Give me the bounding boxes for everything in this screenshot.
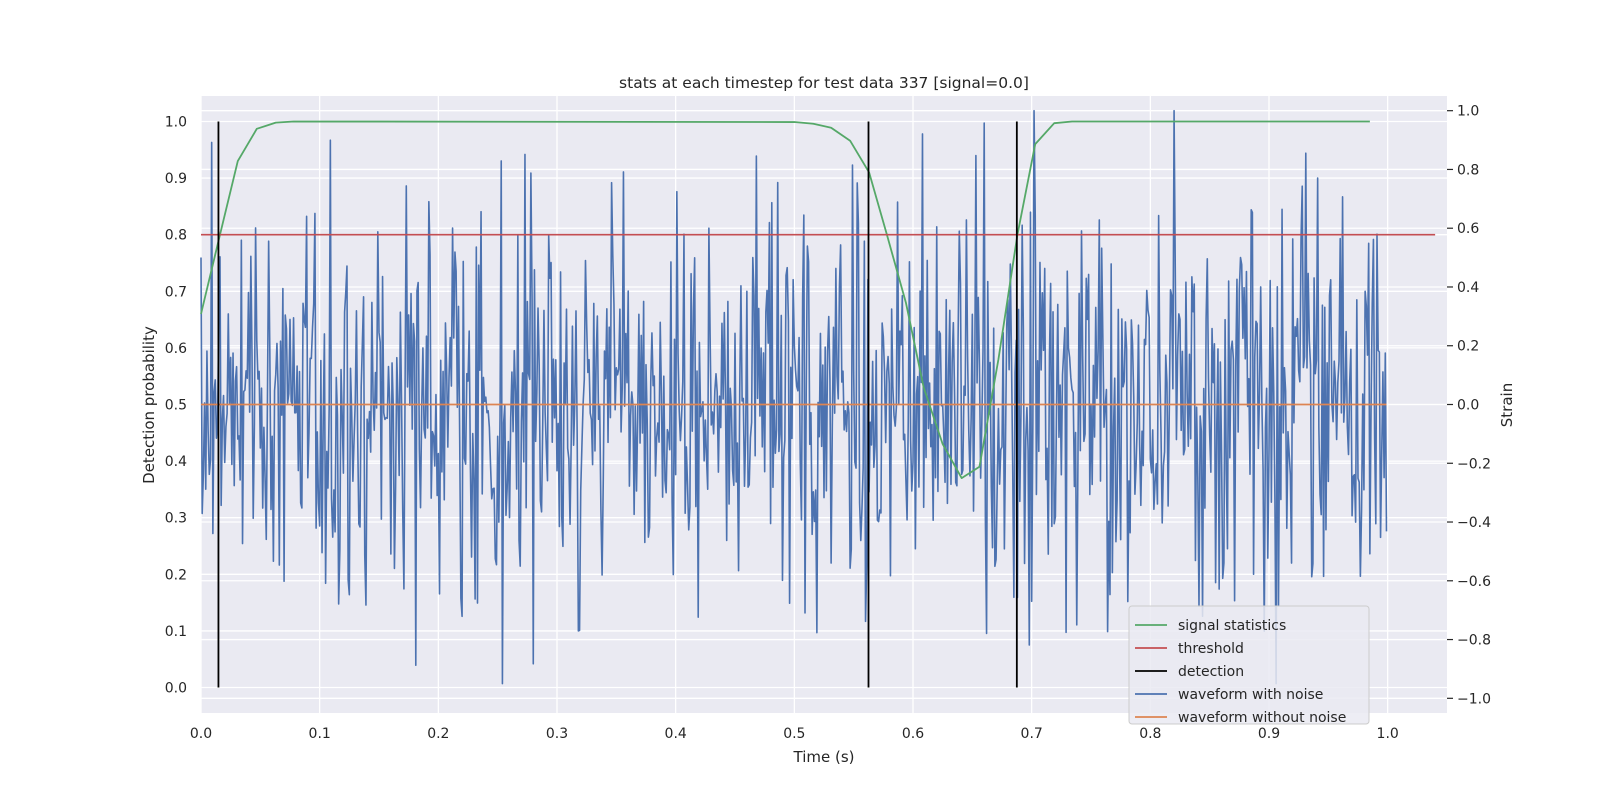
y2-tick-label: 0.8 <box>1457 162 1479 178</box>
y2-tick-label: 0.4 <box>1457 280 1479 296</box>
series-layer <box>200 109 1436 688</box>
x-tick-labels: 0.0 0.1 0.2 0.3 0.4 0.5 0.6 0.7 0.8 0.9 1.0 <box>190 726 1399 742</box>
y2-tick-label: 0.6 <box>1457 221 1479 237</box>
y-tick-label: 0.6 <box>165 341 187 357</box>
x-tick-label: 0.2 <box>427 726 449 742</box>
x-tick-label: 0.4 <box>665 726 687 742</box>
legend-label: waveform with noise <box>1178 687 1323 703</box>
waveform-with-noise-line <box>200 109 1388 685</box>
y2-tick-label: −1.0 <box>1457 691 1491 707</box>
y-tick-label: 0.5 <box>165 398 187 414</box>
y2-tick-labels: −1.0 −0.8 −0.6 −0.4 −0.2 0.0 0.2 0.4 0.6 0.8 1.0 <box>1447 104 1491 707</box>
y-tick-label: 1.0 <box>165 114 187 130</box>
x-tick-label: 0.7 <box>1021 726 1043 742</box>
y-tick-label: 0.2 <box>165 567 187 583</box>
x-tick-label: 0.0 <box>190 726 212 742</box>
y-tick-label: 0.0 <box>165 681 187 697</box>
y2-tick-label: −0.2 <box>1457 456 1491 472</box>
y2-tick-label: 0.2 <box>1457 339 1479 355</box>
legend: signal statistics threshold detection wavef… <box>1128 605 1370 726</box>
y-tick-label: 0.7 <box>165 284 187 300</box>
y2-tick-label: −0.8 <box>1457 633 1491 649</box>
legend-box <box>1128 605 1370 725</box>
x-tick-label: 0.3 <box>546 726 568 742</box>
y-tick-labels: 0.0 0.1 0.2 0.3 0.4 0.5 0.6 0.7 0.8 0.9 1.0 <box>165 114 187 696</box>
x-tick-label: 0.6 <box>902 726 924 742</box>
x-tick-label: 1.0 <box>1377 726 1399 742</box>
y2-axis-title: Strain <box>1498 383 1516 427</box>
x-tick-label: 0.9 <box>1258 726 1280 742</box>
y-tick-label: 0.4 <box>165 454 187 470</box>
y2-tick-label: −0.4 <box>1457 515 1491 531</box>
y2-tick-label: 1.0 <box>1457 104 1479 120</box>
legend-label: signal statistics <box>1178 618 1286 634</box>
y-tick-label: 0.3 <box>165 511 187 527</box>
x-axis-title: Time (s) <box>793 748 855 766</box>
legend-label: threshold <box>1178 641 1244 657</box>
x-tick-label: 0.1 <box>309 726 331 742</box>
y-tick-label: 0.1 <box>165 624 187 640</box>
y-tick-label: 0.8 <box>165 228 187 244</box>
x-tick-label: 0.8 <box>1139 726 1161 742</box>
legend-label: detection <box>1178 664 1244 680</box>
y2-tick-label: −0.6 <box>1457 574 1491 590</box>
y-axis-title: Detection probability <box>140 326 158 484</box>
chart-title: stats at each timestep for test data 337… <box>619 74 1029 92</box>
y2-tick-label: 0.0 <box>1457 398 1479 414</box>
y-tick-label: 0.9 <box>165 171 187 187</box>
x-tick-label: 0.5 <box>783 726 805 742</box>
legend-label: waveform without noise <box>1178 710 1346 726</box>
